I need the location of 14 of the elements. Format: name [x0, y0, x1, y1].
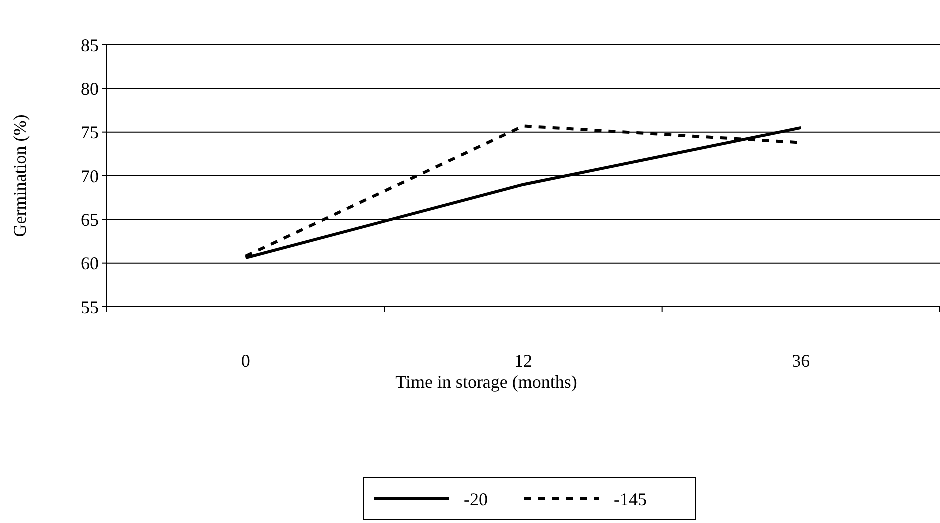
y-tick-label: 55	[81, 297, 99, 318]
y-axis-title: Germination (%)	[10, 114, 30, 238]
y-tick-label: 60	[81, 254, 99, 274]
legend-label: -20	[464, 489, 488, 510]
legend-label: -145	[614, 489, 647, 510]
y-tick-label: 80	[81, 78, 99, 99]
y-tick-label: 70	[81, 166, 99, 186]
x-axis-title: Time in storage (months)	[396, 372, 578, 392]
x-tick-label: 0	[241, 351, 250, 371]
y-tick-label: 75	[81, 122, 99, 143]
x-tick-label: 12	[514, 351, 532, 371]
y-tick-label: 65	[81, 210, 99, 230]
x-tick-label: 36	[792, 351, 810, 371]
y-tick-label: 85	[81, 35, 99, 56]
